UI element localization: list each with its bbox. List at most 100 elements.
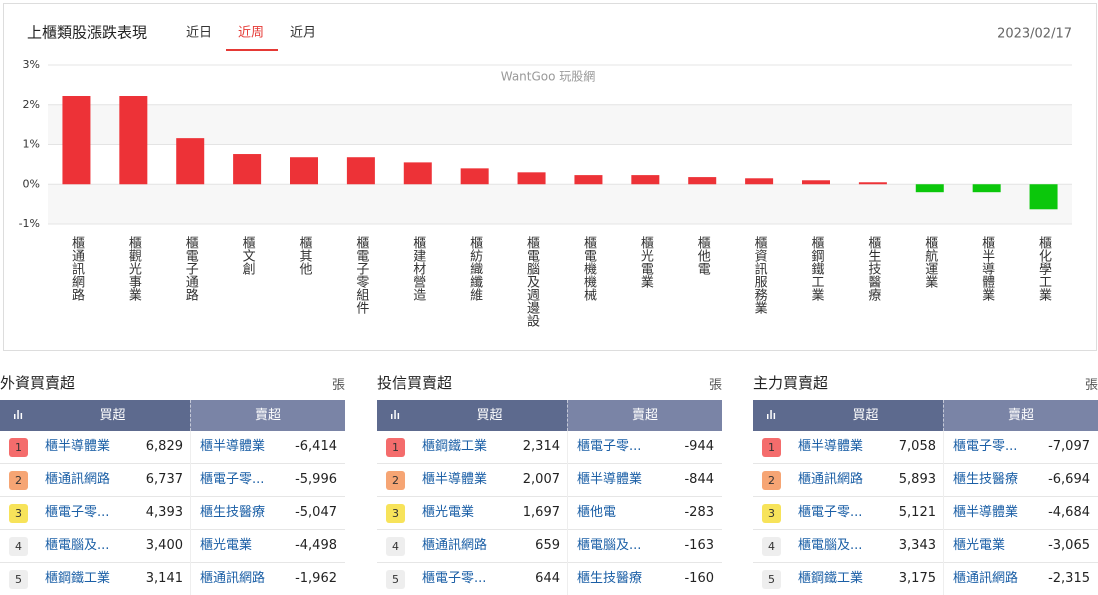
- buy-name[interactable]: 櫃光電業: [422, 505, 475, 520]
- buy-name[interactable]: 櫃通訊網路: [422, 538, 488, 553]
- sell-value: -4,498: [295, 538, 337, 553]
- tab-underline: [226, 49, 278, 51]
- tab-active[interactable]: 近周: [238, 26, 264, 41]
- x-tick-label: 櫃航運業: [922, 236, 938, 288]
- bar: [517, 172, 546, 185]
- sell-name[interactable]: 櫃通訊網路: [200, 571, 266, 586]
- buy-name[interactable]: 櫃電子零...: [422, 571, 487, 586]
- header-icon: [0, 400, 35, 431]
- icon: [766, 410, 775, 419]
- x-tick-label: 櫃鋼鐵工業: [809, 236, 825, 301]
- sell-name[interactable]: 櫃他電: [577, 505, 617, 520]
- x-tick-label: 櫃電子零組件: [353, 236, 369, 314]
- x-tick-label: 櫃文創: [240, 236, 256, 275]
- buy-name[interactable]: 櫃鋼鐵工業: [45, 571, 111, 586]
- sell-name[interactable]: 櫃半導體業: [577, 472, 643, 487]
- sell-name[interactable]: 櫃光電業: [200, 538, 253, 553]
- rank-badge: 3: [386, 504, 405, 523]
- buy-value: 1,697: [522, 505, 560, 520]
- x-tick-label: 櫃生技醫療: [865, 236, 881, 301]
- bar: [62, 96, 91, 185]
- sell-value: -944: [684, 439, 714, 454]
- buy-name[interactable]: 櫃鋼鐵工業: [422, 439, 488, 454]
- sell-name[interactable]: 櫃生技醫療: [577, 571, 643, 586]
- row-separator: [943, 431, 944, 464]
- sell-value: -283: [684, 505, 714, 520]
- sell-name[interactable]: 櫃電子零...: [953, 439, 1018, 454]
- table-row: 2 櫃通訊網路 5,893 櫃生技醫療 -6,694: [753, 464, 1098, 497]
- sell-name[interactable]: 櫃電腦及...: [577, 538, 642, 553]
- sell-name[interactable]: 櫃通訊網路: [953, 571, 1019, 586]
- buy-value: 7,058: [898, 439, 936, 454]
- table-block: 外資買賣超 張買超 賣超 1 櫃半導體業 6,829 櫃半導體業 -6,414 2 櫃通訊網路 6,…: [0, 366, 345, 595]
- rank-badge: 4: [762, 537, 781, 556]
- sell-name[interactable]: 櫃電子零...: [200, 472, 265, 487]
- buy-name[interactable]: 櫃鋼鐵工業: [798, 571, 864, 586]
- buy-value: 644: [535, 571, 560, 586]
- sell-value: -5,996: [295, 472, 337, 487]
- y-tick-label: -1%: [19, 217, 40, 230]
- table-title: 投信買賣超: [377, 374, 453, 392]
- buy-name[interactable]: 櫃半導體業: [422, 472, 488, 487]
- sell-name[interactable]: 櫃半導體業: [200, 439, 266, 454]
- table-row: 5 櫃鋼鐵工業 3,141 櫃通訊網路 -1,962: [0, 563, 345, 595]
- bar: [1029, 184, 1058, 210]
- buy-value: 659: [535, 538, 560, 553]
- buy-name[interactable]: 櫃通訊網路: [45, 472, 111, 487]
- table-row: 1 櫃鋼鐵工業 2,314 櫃電子零... -944: [377, 431, 722, 464]
- bar: [915, 184, 944, 193]
- buy-value: 2,314: [522, 439, 560, 454]
- table-title: 主力買賣超: [753, 374, 829, 392]
- buy-value: 3,175: [898, 571, 936, 586]
- rank-badge: 2: [9, 471, 28, 490]
- bar: [233, 154, 262, 185]
- y-tick-label: 2%: [23, 98, 40, 111]
- rank-badge: 1: [386, 438, 405, 457]
- sell-value: -7,097: [1048, 439, 1090, 454]
- bar: [403, 162, 432, 185]
- y-tick-label: 0%: [23, 177, 40, 190]
- x-tick-label: 櫃化學工業: [1036, 236, 1052, 301]
- buy-name[interactable]: 櫃電腦及...: [45, 538, 110, 553]
- table-unit: 張: [1084, 378, 1098, 393]
- table-row: 4 櫃通訊網路 659 櫃電腦及... -163: [377, 530, 722, 563]
- buy-name[interactable]: 櫃電子零...: [45, 505, 110, 520]
- buy-value: 2,007: [522, 472, 560, 487]
- tab[interactable]: 近日: [186, 26, 212, 41]
- x-tick-label: 櫃紡織纖維: [467, 236, 483, 301]
- row-separator: [943, 497, 944, 530]
- bar: [631, 175, 660, 185]
- sell-name[interactable]: 櫃生技醫療: [953, 472, 1019, 487]
- table-block: 主力買賣超 張買超 賣超 1 櫃半導體業 7,058 櫃電子零... -7,097 2 櫃通訊網路…: [753, 366, 1098, 595]
- row-separator: [943, 563, 944, 595]
- tab[interactable]: 近月: [290, 26, 316, 41]
- sell-name[interactable]: 櫃光電業: [953, 538, 1006, 553]
- sell-value: -2,315: [1048, 571, 1090, 586]
- buy-name[interactable]: 櫃通訊網路: [798, 472, 864, 487]
- sell-name[interactable]: 櫃半導體業: [953, 505, 1019, 520]
- table-unit: 張: [331, 378, 345, 393]
- row-separator: [190, 563, 191, 595]
- sell-name[interactable]: 櫃生技醫療: [200, 505, 266, 520]
- panel-title: 上櫃類股漲跌表現: [27, 24, 147, 42]
- sell-name[interactable]: 櫃電子零...: [577, 439, 642, 454]
- buy-value: 3,400: [145, 538, 183, 553]
- sell-value: -3,065: [1048, 538, 1090, 553]
- buy-value: 6,737: [145, 472, 183, 487]
- icon: [13, 410, 22, 419]
- buy-name[interactable]: 櫃半導體業: [45, 439, 111, 454]
- table-row: 5 櫃電子零... 644 櫃生技醫療 -160: [377, 563, 722, 595]
- x-tick-label: 櫃建材營造: [410, 236, 426, 302]
- table-row: 3 櫃電子零... 5,121 櫃半導體業 -4,684: [753, 497, 1098, 530]
- x-tick-label: 櫃光電業: [638, 236, 654, 288]
- buy-name[interactable]: 櫃電子零...: [798, 505, 863, 520]
- buy-name[interactable]: 櫃半導體業: [798, 439, 864, 454]
- rank-badge: 3: [9, 504, 28, 523]
- bar: [745, 178, 774, 185]
- buy-name[interactable]: 櫃電腦及...: [798, 538, 863, 553]
- row-separator: [190, 497, 191, 530]
- bar: [802, 180, 830, 185]
- date: 2023/02/17: [997, 27, 1072, 42]
- watermark: WantGoo 玩股網: [501, 70, 596, 84]
- row-separator: [190, 530, 191, 563]
